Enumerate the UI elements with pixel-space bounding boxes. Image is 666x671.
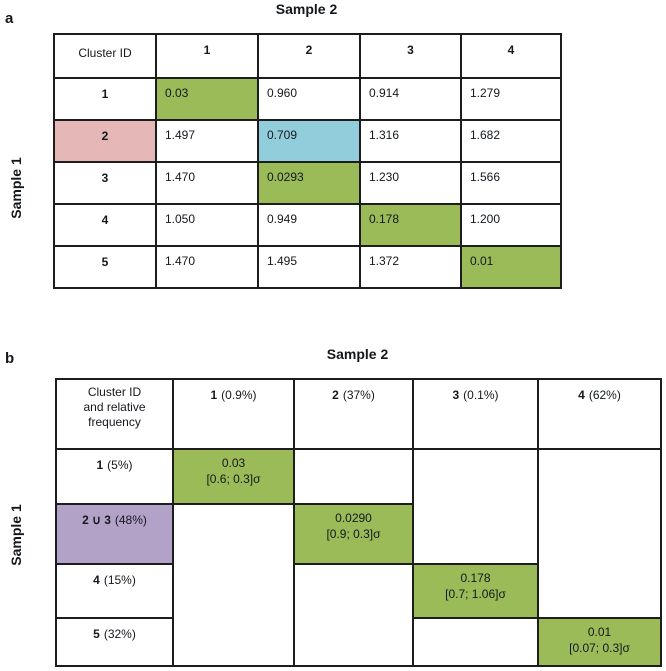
col-header: 1 [155, 33, 259, 79]
panel-b-sample2-title: Sample 2 [326, 346, 389, 362]
value-cell: 1.372 [359, 245, 462, 289]
corner-header-line: and relative [83, 400, 146, 414]
row-header-merged-clusters: 2 ∪ 3 (48%) [55, 503, 174, 565]
col-header: 2 [257, 33, 361, 79]
distance-range: [0.6; 0.3]σ [206, 472, 261, 486]
empty-cell [537, 448, 662, 619]
empty-cell [412, 448, 539, 565]
distance-value: 0.03 [221, 456, 246, 470]
row-header: 4 [53, 203, 157, 247]
empty-cell [293, 563, 414, 667]
value-cell: 1.470 [155, 245, 259, 289]
col-header: 1 (0.9%) [172, 378, 295, 450]
corner-header-a: Cluster ID [53, 33, 157, 79]
row-header: 1 [53, 77, 157, 121]
value-cell: 0.960 [257, 77, 361, 121]
value-cell: 1.316 [359, 119, 462, 163]
distance-table-a: Cluster ID 1 2 3 4 1 0.03 0.960 0.914 1.… [53, 33, 562, 289]
distance-value: 0.178 [460, 571, 491, 585]
value-cell: 1.279 [460, 77, 562, 121]
panel-b-sample1-axis-label: Sample 1 [8, 504, 24, 566]
col-header: 4 [460, 33, 562, 79]
matched-pair-cell: 0.178 [0.7; 1.06]σ [412, 563, 539, 619]
matched-pair-cell: 0.03 [0.6; 0.3]σ [172, 448, 295, 505]
panel-a-sample1-axis-label: Sample 1 [8, 157, 24, 219]
col-header: 3 [359, 33, 462, 79]
matched-pair-cell: 0.01 [0.07; 0.3]σ [537, 617, 662, 667]
distance-value: 0.01 [587, 625, 612, 639]
corner-header-line: Cluster ID [87, 385, 142, 399]
distance-value: 0.0290 [335, 511, 372, 525]
panel-a-sample2-title: Sample 2 [275, 1, 338, 17]
col-header: 4 (62%) [537, 378, 662, 450]
matched-pair-cell: 0.0290 [0.9; 0.3]σ [293, 503, 414, 565]
value-cell: 0.949 [257, 203, 361, 247]
distance-range: [0.9; 0.3]σ [326, 527, 381, 541]
empty-cell [412, 617, 539, 667]
corner-header-line: frequency [88, 415, 141, 429]
row-header: 3 [53, 161, 157, 205]
ambiguous-value-cell: 0.709 [257, 119, 361, 163]
row-header: 1 (5%) [55, 448, 174, 505]
row-header: 4 (15%) [55, 563, 174, 619]
matched-clusters-table-b: Cluster ID and relative frequency 1 (0.9%… [55, 378, 662, 667]
matched-value-cell: 0.01 [460, 245, 562, 289]
row-header-highlighted: 2 [53, 119, 157, 163]
row-header: 5 (32%) [55, 617, 174, 667]
value-cell: 1.200 [460, 203, 562, 247]
distance-range: [0.7; 1.06]σ [445, 587, 506, 601]
row-header: 5 [53, 245, 157, 289]
value-cell: 1.495 [257, 245, 361, 289]
value-cell: 1.682 [460, 119, 562, 163]
value-cell: 1.497 [155, 119, 259, 163]
matched-value-cell: 0.03 [155, 77, 259, 121]
panel-a-label: a [5, 10, 14, 27]
corner-header-b: Cluster ID and relative frequency [55, 378, 174, 450]
distance-range: [0.07; 0.3]σ [569, 641, 630, 655]
value-cell: 1.470 [155, 161, 259, 205]
value-cell: 1.230 [359, 161, 462, 205]
matched-value-cell: 0.0293 [257, 161, 361, 205]
panel-b-label: b [5, 350, 15, 367]
empty-cell [172, 503, 295, 667]
value-cell: 1.566 [460, 161, 562, 205]
matched-value-cell: 0.178 [359, 203, 462, 247]
value-cell: 0.914 [359, 77, 462, 121]
col-header: 2 (37%) [293, 378, 414, 450]
col-header: 3 (0.1%) [412, 378, 539, 450]
value-cell: 1.050 [155, 203, 259, 247]
empty-cell [293, 448, 414, 505]
